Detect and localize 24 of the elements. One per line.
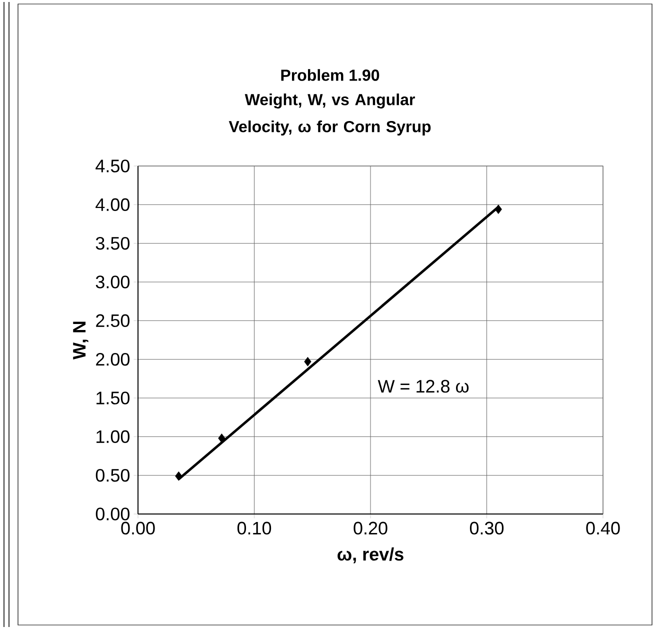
y-tick-label: 3.00 xyxy=(96,276,130,288)
y-tick-label: 4.50 xyxy=(96,160,130,172)
y-tick-label: 1.50 xyxy=(96,392,130,404)
x-tick-label: 0.30 xyxy=(470,522,504,535)
point xyxy=(175,471,182,481)
chart-subtitle: Weight, W, vs Angular Velocity, ω for Corn Syrup xyxy=(228,94,431,136)
point xyxy=(218,434,226,443)
y-axis-title: W, N xyxy=(73,322,88,360)
y-tick-label: 0.50 xyxy=(96,468,130,482)
x-tick-label: 0.00 xyxy=(121,522,155,535)
chart-title: Problem 1.90 xyxy=(281,69,380,81)
point xyxy=(494,204,502,214)
y-tick-label: 4.00 xyxy=(96,198,130,212)
y-tick-label: 2.50 xyxy=(96,314,130,328)
point xyxy=(304,356,312,366)
y-tick-label: 2.00 xyxy=(96,352,130,366)
x-tick-label: 0.20 xyxy=(354,522,388,535)
y-tick-label: 0.00 xyxy=(96,508,130,520)
y-tick-label: 3.50 xyxy=(96,236,130,250)
x-axis-title: ω, rev/s xyxy=(338,547,404,564)
annotation: W = 12.8 ω xyxy=(378,380,469,393)
y-tick-label: 1.00 xyxy=(96,430,130,444)
x-tick-label: 0.10 xyxy=(237,522,272,535)
x-tick-label: 0.40 xyxy=(586,522,620,535)
